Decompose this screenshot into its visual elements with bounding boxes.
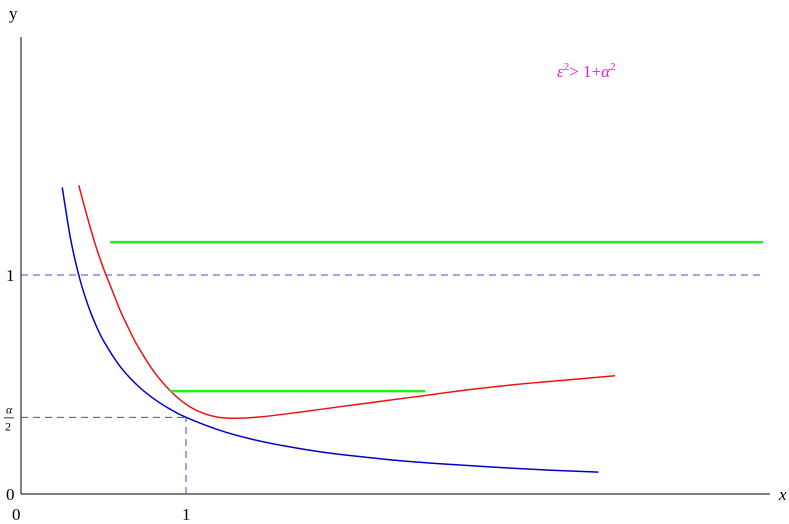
x-tick-label-1: 1 (182, 505, 191, 524)
annotation-relation: > 1+ (569, 62, 601, 81)
y-tick-label-0: 0 (6, 485, 15, 504)
y-tick-label-numerator: α (6, 402, 13, 416)
tick-labels: 0 1 0 α 2 1 (4, 266, 191, 524)
horizontal-segments (110, 240, 763, 393)
x-tick-label-0: 0 (12, 505, 21, 524)
annotation-exponent-2: 2 (610, 61, 616, 73)
y-tick-label-denominator: 2 (5, 419, 11, 433)
annotation-exponent: 2 (564, 61, 570, 73)
series-layer (61, 185, 616, 473)
y-axis-label: y (9, 4, 18, 23)
y-tick-label-2: 1 (6, 266, 15, 285)
series-line-1 (78, 185, 616, 419)
x-axis-label: x (778, 485, 787, 504)
reference-lines (21, 274, 765, 494)
annotation-epsilon: ε (557, 62, 564, 81)
series-line-0 (61, 187, 599, 473)
annotation-alpha: α (601, 62, 611, 81)
condition-annotation: ε2> 1+α2 (557, 61, 616, 81)
